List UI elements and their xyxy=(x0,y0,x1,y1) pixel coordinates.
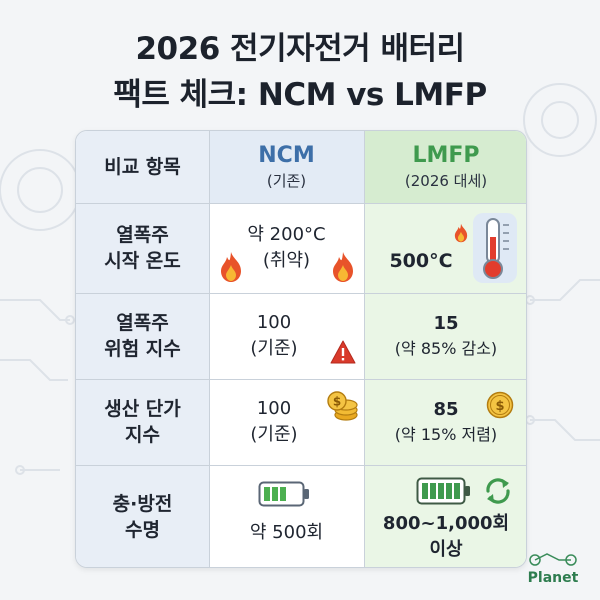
coin-stack-icon: $ xyxy=(327,391,358,421)
ncm-thermal-risk: 100 (기준) xyxy=(250,312,298,359)
flame-icon xyxy=(333,252,353,282)
header-ncm: NCM (기존) xyxy=(209,131,364,203)
svg-text:$: $ xyxy=(495,399,504,414)
title-line-2: 팩트 체크: NCM vs LMFP xyxy=(113,77,487,113)
battery-full-icon xyxy=(416,477,470,505)
ncm-sub: (기존) xyxy=(266,172,307,190)
ncm-production-cost: 100 (기준) xyxy=(250,398,298,445)
bicycle-icon xyxy=(529,553,577,566)
dollar-coin-icon: $ xyxy=(486,391,514,419)
recycle-icon xyxy=(486,478,510,504)
ncm-thermal-start: 약 200°C (취약) xyxy=(247,224,326,271)
header-lmfp: LMFP (2026 대세) xyxy=(364,131,526,203)
lmfp-production-cost: 85 (약 15% 저렴) xyxy=(394,399,498,444)
warning-icon xyxy=(330,340,356,364)
lmfp-cycle-life: 800~1,000회 이상 xyxy=(382,513,510,560)
lmfp-thermal-risk: 15 (약 85% 감소) xyxy=(394,313,498,358)
lmfp-name: LMFP xyxy=(412,143,480,168)
title-line-1: 2026 전기자전거 배터리 xyxy=(135,31,465,67)
comparison-table: 비교 항목 NCM (기존) LMFP (2026 대세) 열폭주 시작 온도 … xyxy=(75,130,527,568)
page-title: 2026 전기자전거 배터리 팩트 체크: NCM vs LMFP xyxy=(0,26,600,118)
ncm-name: NCM xyxy=(258,143,315,168)
flame-icon xyxy=(221,252,241,282)
thermometer-icon xyxy=(473,213,517,283)
brand-logo: Planet xyxy=(518,550,588,586)
header-item-label: 비교 항목 xyxy=(104,156,181,178)
battery-icon xyxy=(258,481,309,507)
row-label-thermal-risk: 열폭주 위험 지수 xyxy=(104,312,181,360)
small-flame-icon xyxy=(454,223,468,243)
row-label-thermal-start: 열폭주 시작 온도 xyxy=(104,224,181,272)
lmfp-thermal-start: 500°C xyxy=(389,250,453,272)
ncm-cycle-life: 약 500회 xyxy=(249,522,324,543)
brand-name: Planet xyxy=(527,570,579,586)
lmfp-sub: (2026 대세) xyxy=(404,172,488,190)
svg-text:$: $ xyxy=(333,395,341,409)
row-label-cycle-life: 충·방전 수명 xyxy=(112,493,173,541)
row-label-production-cost: 생산 단가 지수 xyxy=(104,398,181,446)
